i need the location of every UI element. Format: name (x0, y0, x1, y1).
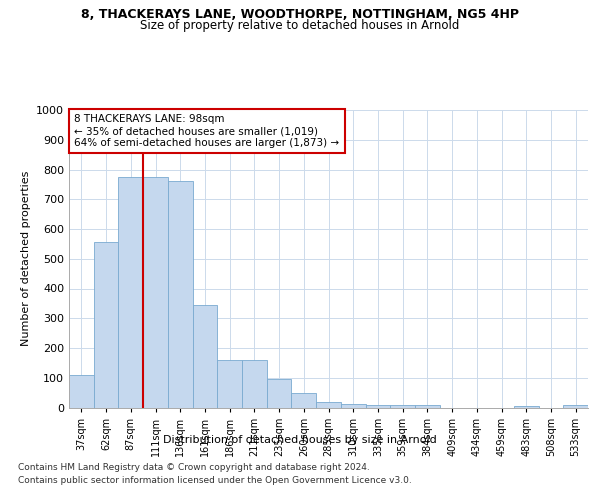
Bar (193, 305, 217, 408)
Text: Distribution of detached houses by size in Arnold: Distribution of detached houses by size … (163, 435, 437, 445)
Bar (69, 375, 94, 408)
Text: Size of property relative to detached houses in Arnold: Size of property relative to detached ho… (140, 19, 460, 32)
Bar (365, 404, 390, 407)
Bar (267, 379, 292, 408)
Bar (94, 242, 118, 408)
Bar (242, 360, 267, 408)
Text: 8 THACKERAYS LANE: 98sqm
← 35% of detached houses are smaller (1,019)
64% of sem: 8 THACKERAYS LANE: 98sqm ← 35% of detach… (74, 114, 340, 148)
Bar (143, 177, 168, 408)
Bar (217, 360, 242, 408)
Bar (316, 402, 341, 407)
Bar (118, 177, 143, 408)
Text: Contains public sector information licensed under the Open Government Licence v3: Contains public sector information licen… (18, 476, 412, 485)
Text: 8, THACKERAYS LANE, WOODTHORPE, NOTTINGHAM, NG5 4HP: 8, THACKERAYS LANE, WOODTHORPE, NOTTINGH… (81, 8, 519, 20)
Text: Contains HM Land Registry data © Crown copyright and database right 2024.: Contains HM Land Registry data © Crown c… (18, 462, 370, 471)
Bar (514, 406, 539, 407)
Bar (168, 182, 193, 408)
Bar (415, 405, 440, 407)
Bar (563, 405, 588, 407)
Y-axis label: Number of detached properties: Number of detached properties (20, 171, 31, 346)
Bar (292, 392, 316, 407)
Bar (341, 404, 365, 407)
Bar (390, 404, 415, 407)
